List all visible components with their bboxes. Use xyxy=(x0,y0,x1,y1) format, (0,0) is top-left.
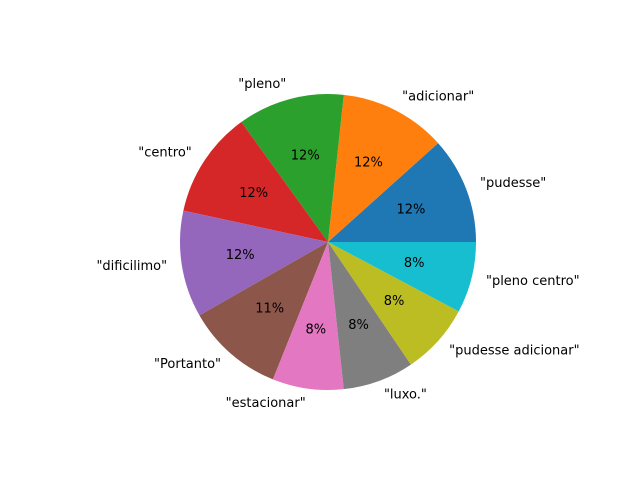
percent-label: 8% xyxy=(384,294,405,309)
category-label: "estacionar" xyxy=(226,396,306,411)
percent-label: 8% xyxy=(348,318,369,333)
category-label: "Portanto" xyxy=(154,357,221,372)
percent-label: 12% xyxy=(226,248,255,263)
percent-label: 12% xyxy=(239,186,268,201)
pie-slice xyxy=(183,122,328,242)
pie-slice xyxy=(328,242,459,365)
category-label: "pudesse" xyxy=(480,176,546,191)
pie-slice xyxy=(328,94,439,242)
category-label: "pudesse adicionar" xyxy=(449,343,579,358)
percent-label: 12% xyxy=(291,149,320,164)
category-label: "centro" xyxy=(138,145,191,160)
percent-label: 11% xyxy=(255,301,284,316)
pie-slice xyxy=(180,210,328,316)
percent-labels: 12% 12% 12% 12% 12% 11% 8% 8% 8% 8% xyxy=(226,149,426,338)
category-label: "adicionar" xyxy=(402,90,474,105)
pie-slice xyxy=(199,242,328,380)
pie-slice xyxy=(241,94,344,242)
percent-label: 12% xyxy=(396,203,425,218)
category-label: "pleno centro" xyxy=(486,274,580,289)
percent-label: 12% xyxy=(354,155,383,170)
pie-slice xyxy=(328,242,411,390)
category-label: "pleno" xyxy=(238,77,286,92)
category-label: "luxo." xyxy=(384,387,427,402)
pie-slice xyxy=(328,242,476,312)
percent-label: 8% xyxy=(306,322,327,337)
percent-label: 8% xyxy=(404,256,425,271)
pie-slice xyxy=(272,242,344,391)
category-label: "dificilimo" xyxy=(96,259,167,274)
pie-slices xyxy=(180,94,476,391)
category-labels: "pudesse" "adicionar" "pleno" "centro" "difi… xyxy=(96,77,579,411)
pie-slice xyxy=(328,143,476,242)
